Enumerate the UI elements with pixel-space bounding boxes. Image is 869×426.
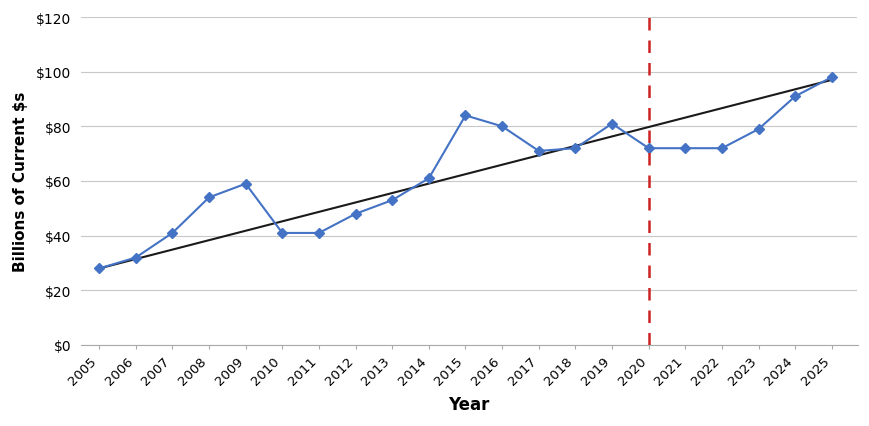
Y-axis label: Billions of Current $s: Billions of Current $s	[12, 92, 28, 271]
X-axis label: Year: Year	[448, 396, 489, 414]
